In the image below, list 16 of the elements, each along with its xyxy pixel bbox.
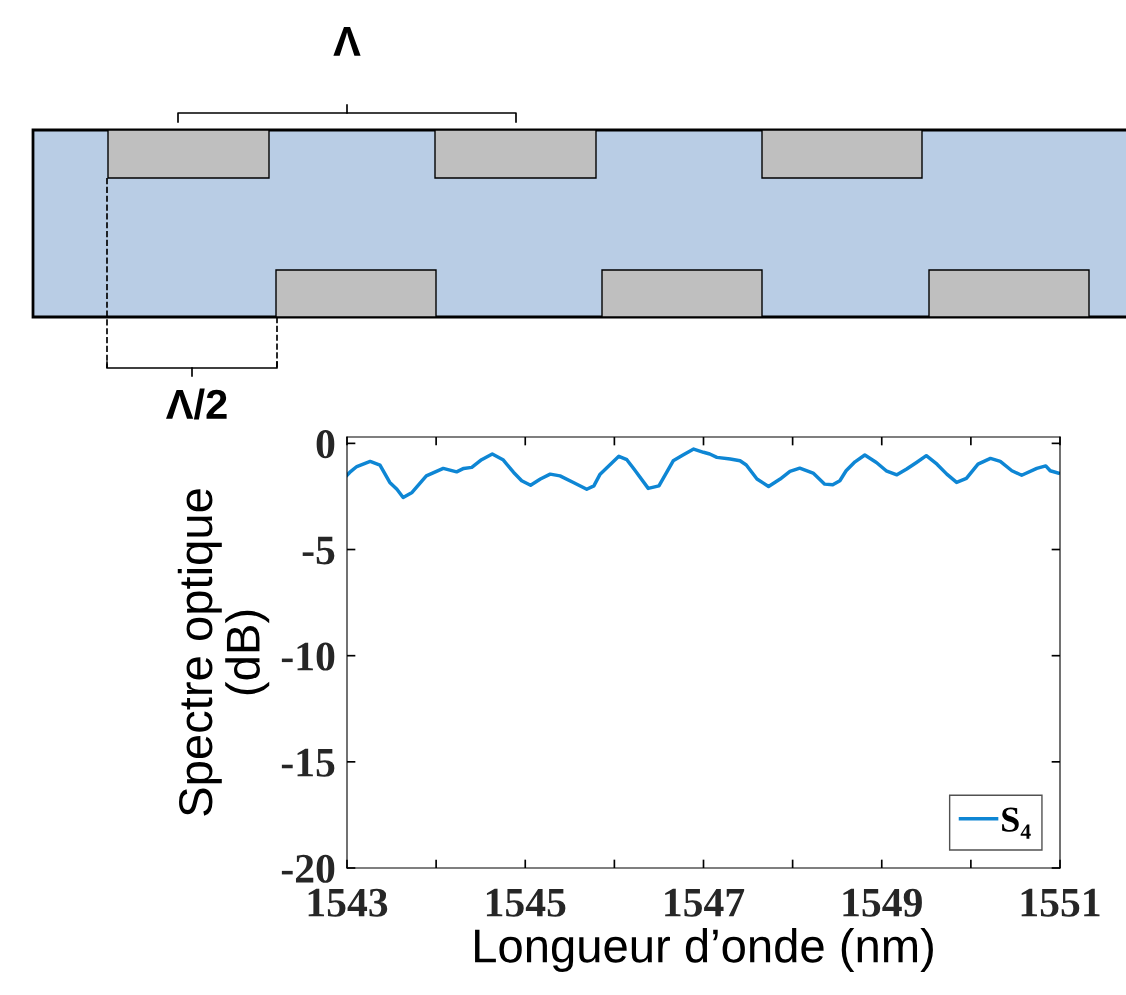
x-tick-label: 1545 xyxy=(486,888,566,917)
y-tick-label: 0 xyxy=(316,430,335,459)
y-tick-label: -15 xyxy=(281,748,335,777)
y-tick-label: -20 xyxy=(281,854,335,883)
text: Λ xyxy=(333,27,361,56)
x-tick-label: 1549 xyxy=(843,888,922,917)
x-tick-label: 1543 xyxy=(308,888,388,917)
y-axis-title: Spectre optique (dB) xyxy=(177,489,270,816)
legend-label: S₄ xyxy=(1002,807,1031,839)
line-series xyxy=(347,447,1060,500)
y-tick-label: -10 xyxy=(281,642,335,671)
x-tick-label: 1551 xyxy=(1021,888,1100,917)
text: Λ/2 xyxy=(166,388,227,420)
x-axis-title: Longueur d’onde (nm) xyxy=(475,928,933,973)
x-tick-label: 1547 xyxy=(665,888,745,917)
y-tick-label: -5 xyxy=(302,536,335,565)
